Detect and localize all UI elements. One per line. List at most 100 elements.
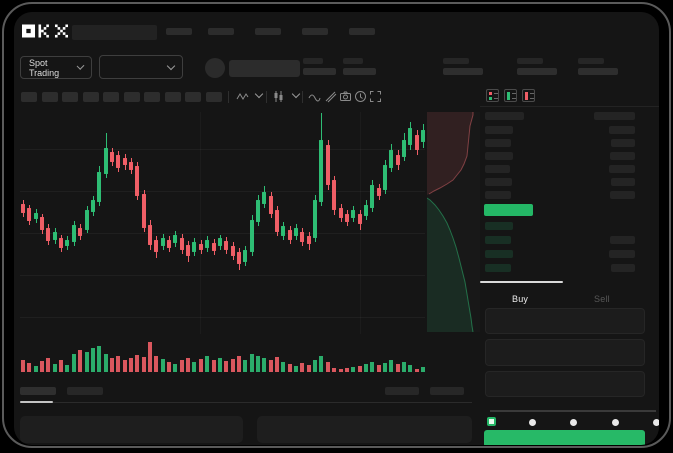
candle-body [358,214,362,224]
stat-label-placeholder [303,58,323,64]
pair-dropdown[interactable] [99,55,183,79]
candle-body [351,210,355,218]
volume-bar [269,360,273,372]
slider-handle-selected[interactable] [487,417,496,426]
bottom-tab-2[interactable] [67,387,103,395]
timeframe-button-placeholder[interactable] [41,92,58,102]
volume-bar [256,356,260,372]
bottom-tabs-divider [20,402,472,403]
buys-book-icon[interactable] [504,89,517,102]
combined-book-icon[interactable] [486,89,499,102]
ask-row-size[interactable] [485,139,511,147]
indicator-wave-icon[interactable] [308,90,321,103]
toolbar-divider [228,91,229,103]
bid-row-size[interactable] [485,222,513,230]
timeframe-button-placeholder[interactable] [185,92,201,102]
fullscreen-icon[interactable] [369,90,382,103]
nav-item-placeholder[interactable] [255,28,281,35]
nav-item-placeholder[interactable] [349,28,375,35]
bid-row-price[interactable] [611,264,635,272]
candle-body [364,205,368,216]
buy-submit-button[interactable] [484,430,645,445]
v-gridline [200,112,201,334]
timeframe-button-placeholder[interactable] [144,92,160,102]
volume-bar [59,360,63,372]
ask-row-price[interactable] [609,165,635,173]
logo-caption-placeholder [72,25,157,40]
bottom-action-2[interactable] [430,387,464,395]
depth-profile-chart [426,112,480,333]
volume-bar [389,360,393,372]
timeframe-button-placeholder[interactable] [164,92,181,102]
candle-body [345,214,349,222]
slider-stop[interactable] [528,419,536,426]
candle-body [231,246,235,256]
timeframe-button-placeholder[interactable] [123,92,140,102]
timeframe-button-placeholder[interactable] [82,92,99,102]
bid-row-price[interactable] [609,250,635,258]
bid-row-size[interactable] [485,264,511,272]
market-selector-button[interactable]: Spot Trading [20,56,92,79]
ask-row-price[interactable] [610,152,635,160]
ask-row-size[interactable] [485,191,511,199]
candlestick-type-icon[interactable] [272,90,285,103]
nav-item-placeholder[interactable] [302,28,328,35]
ask-row-price[interactable] [611,178,635,186]
sells-book-icon[interactable] [522,89,535,102]
timeframe-button-placeholder[interactable] [21,92,37,102]
bid-row-size[interactable] [485,250,513,258]
volume-bar [142,357,146,372]
total-input[interactable] [485,371,645,397]
candle-body [326,145,330,185]
nav-item-placeholder[interactable] [208,28,234,35]
open-orders-panel[interactable] [20,416,243,443]
ask-row-price[interactable] [610,191,635,199]
candle-body [275,210,279,232]
chevron-down-icon[interactable] [291,89,301,99]
volume-bar [97,346,101,372]
bottom-action-1[interactable] [385,387,419,395]
bid-row-size[interactable] [485,236,511,244]
camera-icon[interactable] [339,90,352,103]
candle-body [370,185,374,208]
ask-row-size[interactable] [485,165,510,173]
candle-body [104,148,108,174]
tab-sell[interactable]: Sell [594,294,610,304]
bid-row-price[interactable] [610,236,635,244]
candlestick-chart[interactable] [20,112,425,334]
last-price-bar[interactable] [484,204,533,216]
candle-body [192,242,196,252]
timeframe-button-placeholder[interactable] [62,92,78,102]
slider-stop[interactable] [653,419,659,426]
ask-row-price[interactable] [611,139,635,147]
nav-item-placeholder[interactable] [166,28,192,35]
slider-stop[interactable] [570,419,577,426]
amount-input[interactable] [485,339,645,366]
stat-label-placeholder [517,58,543,64]
volume-bar [154,356,158,372]
amount-slider-track[interactable] [490,410,656,412]
order-history-panel[interactable] [257,416,472,443]
price-input[interactable] [485,308,645,334]
timeframe-button-placeholder[interactable] [103,92,119,102]
volume-bar [332,368,336,372]
candle-body [40,217,44,230]
ask-row-size[interactable] [485,126,513,134]
volume-bar [135,355,139,372]
stat-value-placeholder [578,68,618,75]
candle-body [339,208,343,218]
draw-tools-icon[interactable] [324,90,337,103]
history-clock-icon[interactable] [354,90,367,103]
tab-buy[interactable]: Buy [512,294,529,304]
timeframe-button-placeholder[interactable] [205,92,222,102]
ask-row-size[interactable] [485,178,512,186]
chevron-down-icon[interactable] [254,89,264,99]
bottom-tab-1[interactable] [20,387,56,395]
slider-stop[interactable] [611,419,619,426]
volume-bar [351,367,355,372]
candle-body [389,150,393,168]
ask-row-price[interactable] [609,126,635,134]
zigzag-interval-icon[interactable] [236,90,249,103]
ask-row-size[interactable] [485,152,513,160]
candle-body [65,240,69,246]
